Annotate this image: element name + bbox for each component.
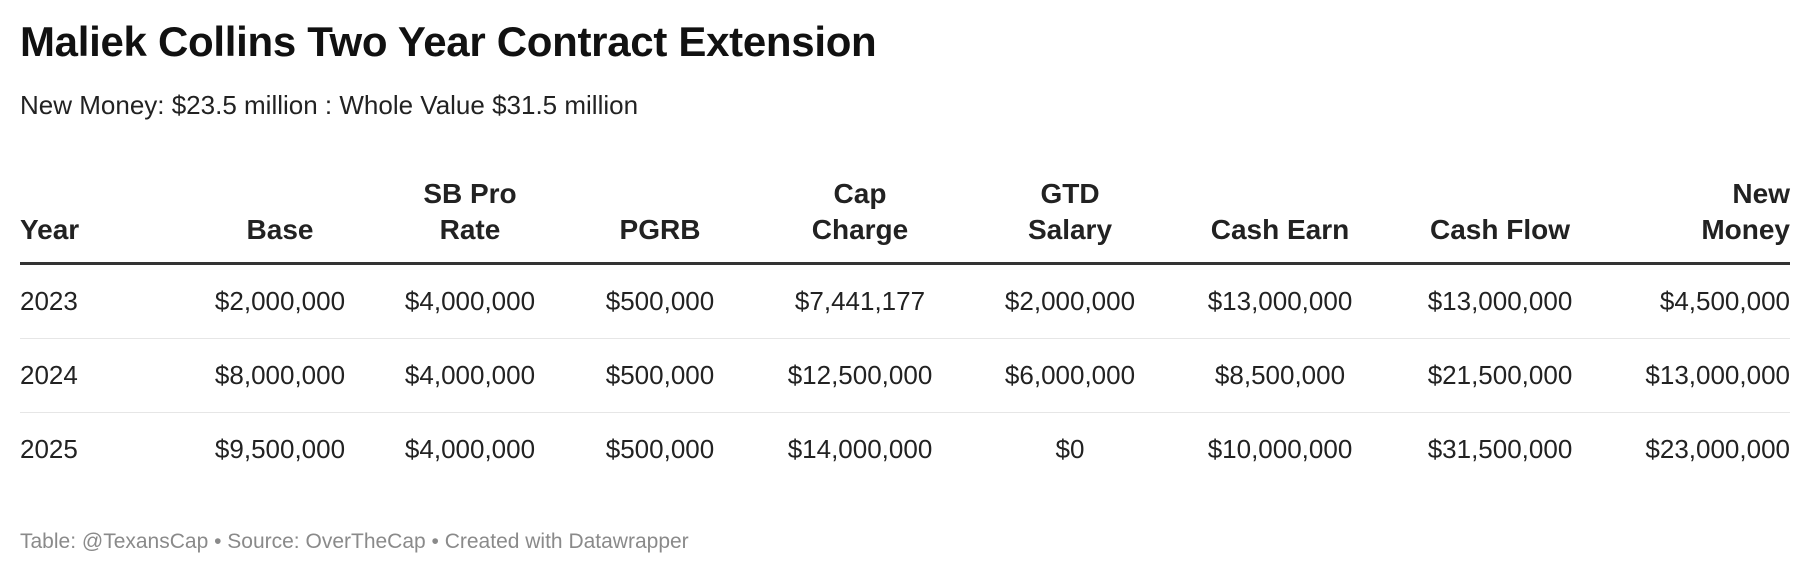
column-header-sb-pro-rate: SB Pro Rate [370,176,570,265]
cell-cash-earn: $8,500,000 [1170,338,1390,413]
cell-new-money: $23,000,000 [1645,434,1790,464]
cell-year: 2025 [20,434,78,464]
cell-new-money: $13,000,000 [1610,338,1790,413]
cell-base: $9,500,000 [214,434,346,464]
table-row: 2023 $2,000,000 $4,000,000 $500,000 $7,4… [20,263,1790,339]
column-header-year: Year [20,176,190,265]
cell-cash-flow: $21,500,000 [1390,338,1610,413]
cell-year: 2024 [20,338,190,413]
header-label-line-2: Salary [1027,214,1113,245]
cell-cash-flow: $31,500,000 [1427,434,1573,464]
table-row: 2024 $8,000,000 $4,000,000 $500,000 $12,… [20,338,1790,413]
cell-gtd-salary: $2,000,000 [970,263,1170,339]
cell-year: 2023 [20,263,190,339]
cell-gtd-salary: $0 [1055,434,1085,464]
header-label: Base [246,214,314,245]
cell-cash-flow: $13,000,000 [1390,263,1610,339]
page-subtitle: New Money: $23.5 million : Whole Value $… [20,90,639,120]
cell-cash-earn: $10,000,000 [1207,434,1353,464]
cell-cash-earn: $13,000,000 [1170,263,1390,339]
column-header-new-money: New Money [1610,176,1790,265]
cell-cap-charge: $12,500,000 [750,338,970,413]
header-label-line-2: Money [1701,214,1790,245]
footer-credits: Table: @TexansCap • Source: OverTheCap •… [20,530,689,553]
cell-pgrb: $500,000 [605,434,715,464]
header-label: Cash Earn [1210,214,1350,245]
column-header-base: Base [190,176,370,265]
cell-sb-pro-rate: $4,000,000 [404,434,536,464]
cell-sb-pro-rate: $4,000,000 [370,263,570,339]
header-label: PGRB [619,214,701,245]
header-label-line-2: Rate [439,214,501,245]
cell-pgrb: $500,000 [570,338,750,413]
column-header-cap-charge: Cap Charge [750,176,970,265]
header-label-line-1: SB Pro [423,178,517,209]
cell-base: $8,000,000 [190,338,370,413]
header-label-line-1: GTD [1040,178,1100,209]
cell-cap-charge: $7,441,177 [750,263,970,339]
cell-new-money: $4,500,000 [1610,263,1790,339]
cell-base: $2,000,000 [190,263,370,339]
header-label-line-1: Cap [833,178,887,209]
page-title: Maliek Collins Two Year Contract Extensi… [20,18,877,65]
column-header-cash-flow: Cash Flow [1390,176,1610,265]
header-row: Year Base SB Pro Rate PGRB Cap Charge GT [20,176,1790,265]
header-label: Cash Flow [1429,214,1570,245]
column-header-gtd-salary: GTD Salary [970,176,1170,265]
contract-table: Year Base SB Pro Rate PGRB Cap Charge GT [20,176,1790,486]
cell-cap-charge: $14,000,000 [787,434,933,464]
header-label: Year [20,214,80,245]
column-header-pgrb: PGRB [570,176,750,265]
header-label-line-2: Charge [811,214,909,245]
table-row: 2025 $9,500,000 $4,000,000 $500,000 $14,… [20,413,1790,487]
cell-sb-pro-rate: $4,000,000 [370,338,570,413]
column-header-cash-earn: Cash Earn [1170,176,1390,265]
table-header: Year Base SB Pro Rate PGRB Cap Charge GT [20,176,1790,265]
cell-gtd-salary: $6,000,000 [970,338,1170,413]
header-label-line-1: New [1732,178,1790,209]
table-body: 2023 $2,000,000 $4,000,000 $500,000 $7,4… [20,263,1790,487]
cell-pgrb: $500,000 [570,263,750,339]
